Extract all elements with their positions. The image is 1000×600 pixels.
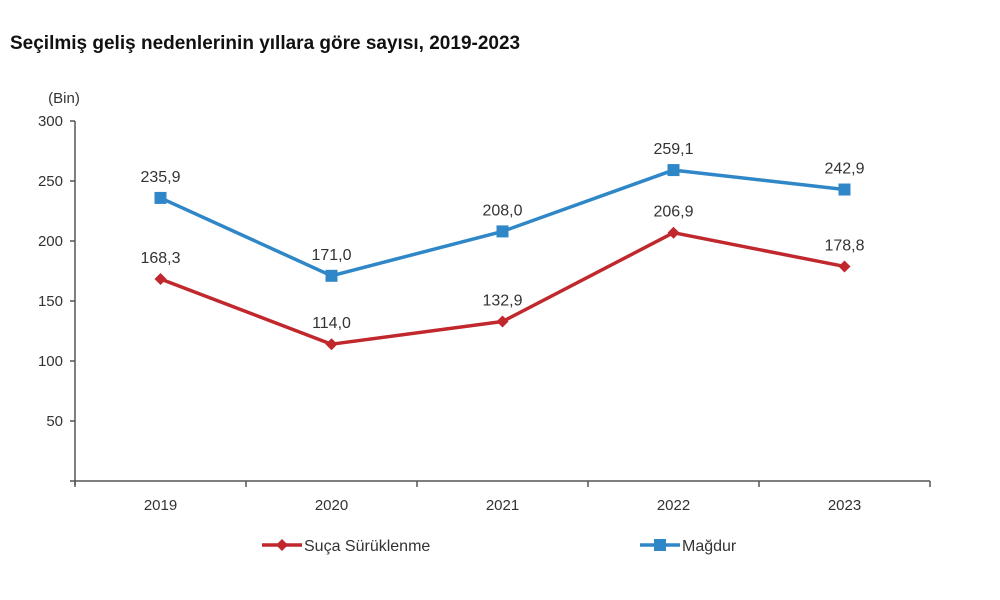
legend-swatch-marker: [654, 539, 666, 551]
x-tick-label: 2023: [828, 497, 861, 514]
x-tick-label: 2020: [315, 497, 348, 514]
data-point: [154, 273, 167, 286]
y-tick-label: 150: [38, 293, 63, 310]
data-label: 114,0: [312, 315, 351, 332]
chart-title: Seçilmiş geliş nedenlerinin yıllara göre…: [10, 33, 521, 54]
data-point: [496, 315, 509, 328]
series-layer: 168,3 114,0 132,9 206,9 178,8 235,9 171,0 208,0…: [140, 141, 865, 351]
data-label: 132,9: [482, 293, 522, 310]
x-tick-label: 2022: [657, 497, 690, 514]
legend: Suça Sürüklenme Mağdur: [262, 538, 737, 555]
data-point: [667, 164, 680, 177]
y-tick-label: 50: [46, 413, 63, 430]
legend-item: Suça Sürüklenme: [262, 538, 430, 555]
data-point: [838, 260, 851, 273]
x-tick-label: 2021: [486, 497, 519, 514]
data-point: [496, 225, 509, 238]
series-line: [159, 168, 845, 278]
y-tick-label: 250: [38, 173, 63, 190]
x-tick-label: 2019: [144, 497, 177, 514]
data-label: 178,8: [824, 237, 864, 254]
data-label: 235,9: [140, 169, 180, 186]
data-label: 242,9: [824, 161, 864, 178]
legend-label: Suça Sürüklenme: [304, 538, 430, 555]
y-tick-label: 300: [38, 113, 63, 130]
data-point: [325, 338, 338, 351]
data-label: 206,9: [653, 204, 693, 221]
y-unit-label: (Bin): [48, 90, 80, 107]
data-label: 168,3: [140, 250, 180, 267]
legend-item: Mağdur: [640, 538, 737, 555]
legend-swatch-marker: [276, 539, 288, 551]
data-point: [667, 226, 680, 239]
data-point: [325, 269, 338, 282]
data-label: 208,0: [482, 202, 522, 219]
legend-label: Mağdur: [682, 538, 737, 555]
series-suca-suruklenme: 168,3 114,0 132,9 206,9 178,8: [140, 204, 865, 351]
data-label: 259,1: [653, 141, 693, 158]
axes: (Bin) 50 100 150 200 250 300 2019 2020 2021 2022 20…: [38, 90, 931, 514]
y-tick-label: 100: [38, 353, 63, 370]
data-label: 171,0: [311, 247, 351, 264]
data-point: [154, 191, 167, 204]
series-magdur: 235,9 171,0 208,0 259,1 242,9: [140, 141, 865, 282]
y-tick-label: 200: [38, 233, 63, 250]
data-point: [838, 183, 851, 196]
